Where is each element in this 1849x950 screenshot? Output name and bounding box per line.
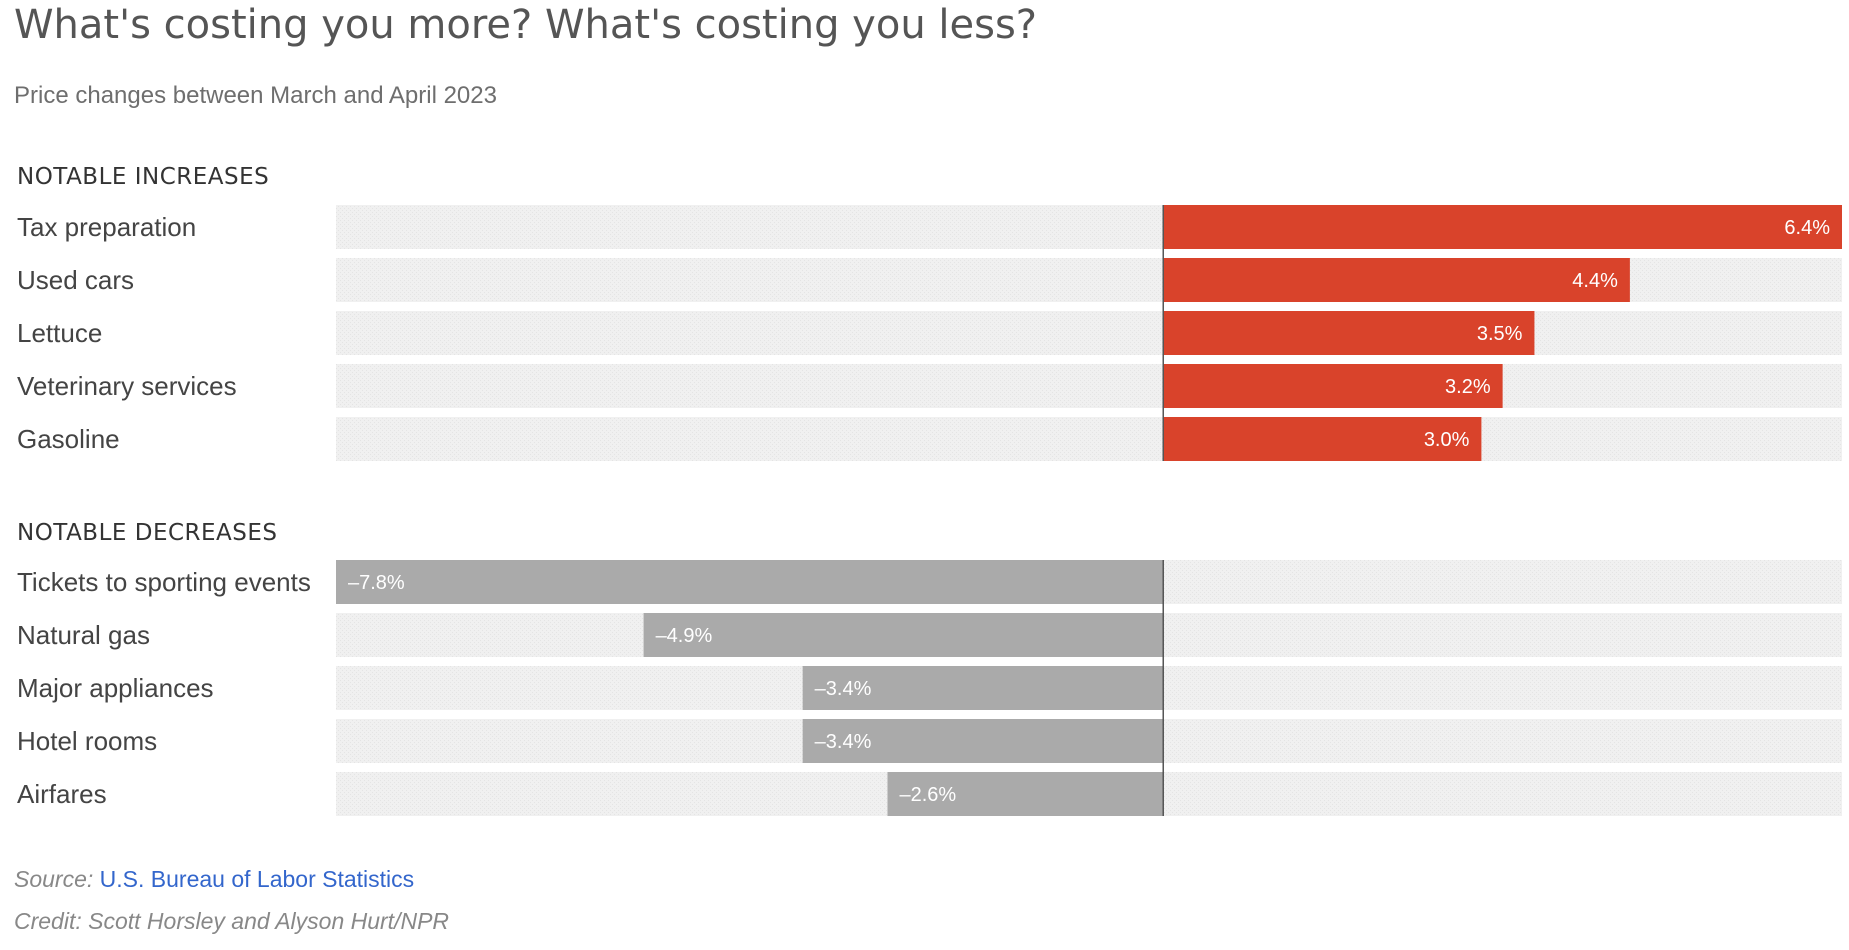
bar-track [336, 417, 1842, 461]
category-label: Tax preparation [17, 212, 196, 242]
category-label: Major appliances [17, 673, 214, 703]
bar [802, 666, 1164, 710]
value-label: 3.5% [1477, 323, 1523, 345]
credit-line: Credit: Scott Horsley and Alyson Hurt/NP… [14, 908, 450, 934]
category-label: Veterinary services [17, 371, 237, 401]
bar-track [336, 364, 1842, 408]
value-label: –3.4% [815, 731, 872, 753]
bar [336, 560, 1164, 604]
source-link[interactable]: U.S. Bureau of Labor Statistics [99, 866, 415, 892]
section-heading-decreases: NOTABLE DECREASES [17, 520, 278, 546]
bar [1163, 364, 1503, 408]
value-label: 4.4% [1572, 270, 1618, 292]
bar [1163, 258, 1630, 302]
chart-title: What's costing you more? What's costing … [14, 2, 1038, 48]
value-label: 6.4% [1784, 217, 1830, 239]
source-line: Source: U.S. Bureau of Labor Statistics [14, 866, 414, 893]
bar [643, 613, 1164, 657]
value-label: –4.9% [656, 625, 713, 647]
bar [1163, 417, 1482, 461]
category-label: Airfares [17, 779, 107, 809]
section-heading-increases: NOTABLE INCREASES [17, 164, 270, 190]
value-label: 3.0% [1424, 429, 1470, 451]
bar [1163, 205, 1842, 249]
bar [887, 772, 1164, 816]
bar [1163, 311, 1535, 355]
bar-track [336, 311, 1842, 355]
value-label: 3.2% [1445, 376, 1491, 398]
value-label: –3.4% [815, 678, 872, 700]
category-label: Hotel rooms [17, 726, 157, 756]
source-prefix: Source: [14, 866, 94, 892]
value-label: –2.6% [899, 784, 956, 806]
value-label: –7.8% [348, 572, 405, 594]
category-label: Natural gas [17, 620, 150, 650]
category-label: Used cars [17, 265, 134, 295]
bar [802, 719, 1164, 763]
category-label: Lettuce [17, 318, 102, 348]
category-label: Tickets to sporting events [17, 567, 311, 597]
category-label: Gasoline [17, 424, 120, 454]
chart-subtitle: Price changes between March and April 20… [14, 82, 497, 109]
